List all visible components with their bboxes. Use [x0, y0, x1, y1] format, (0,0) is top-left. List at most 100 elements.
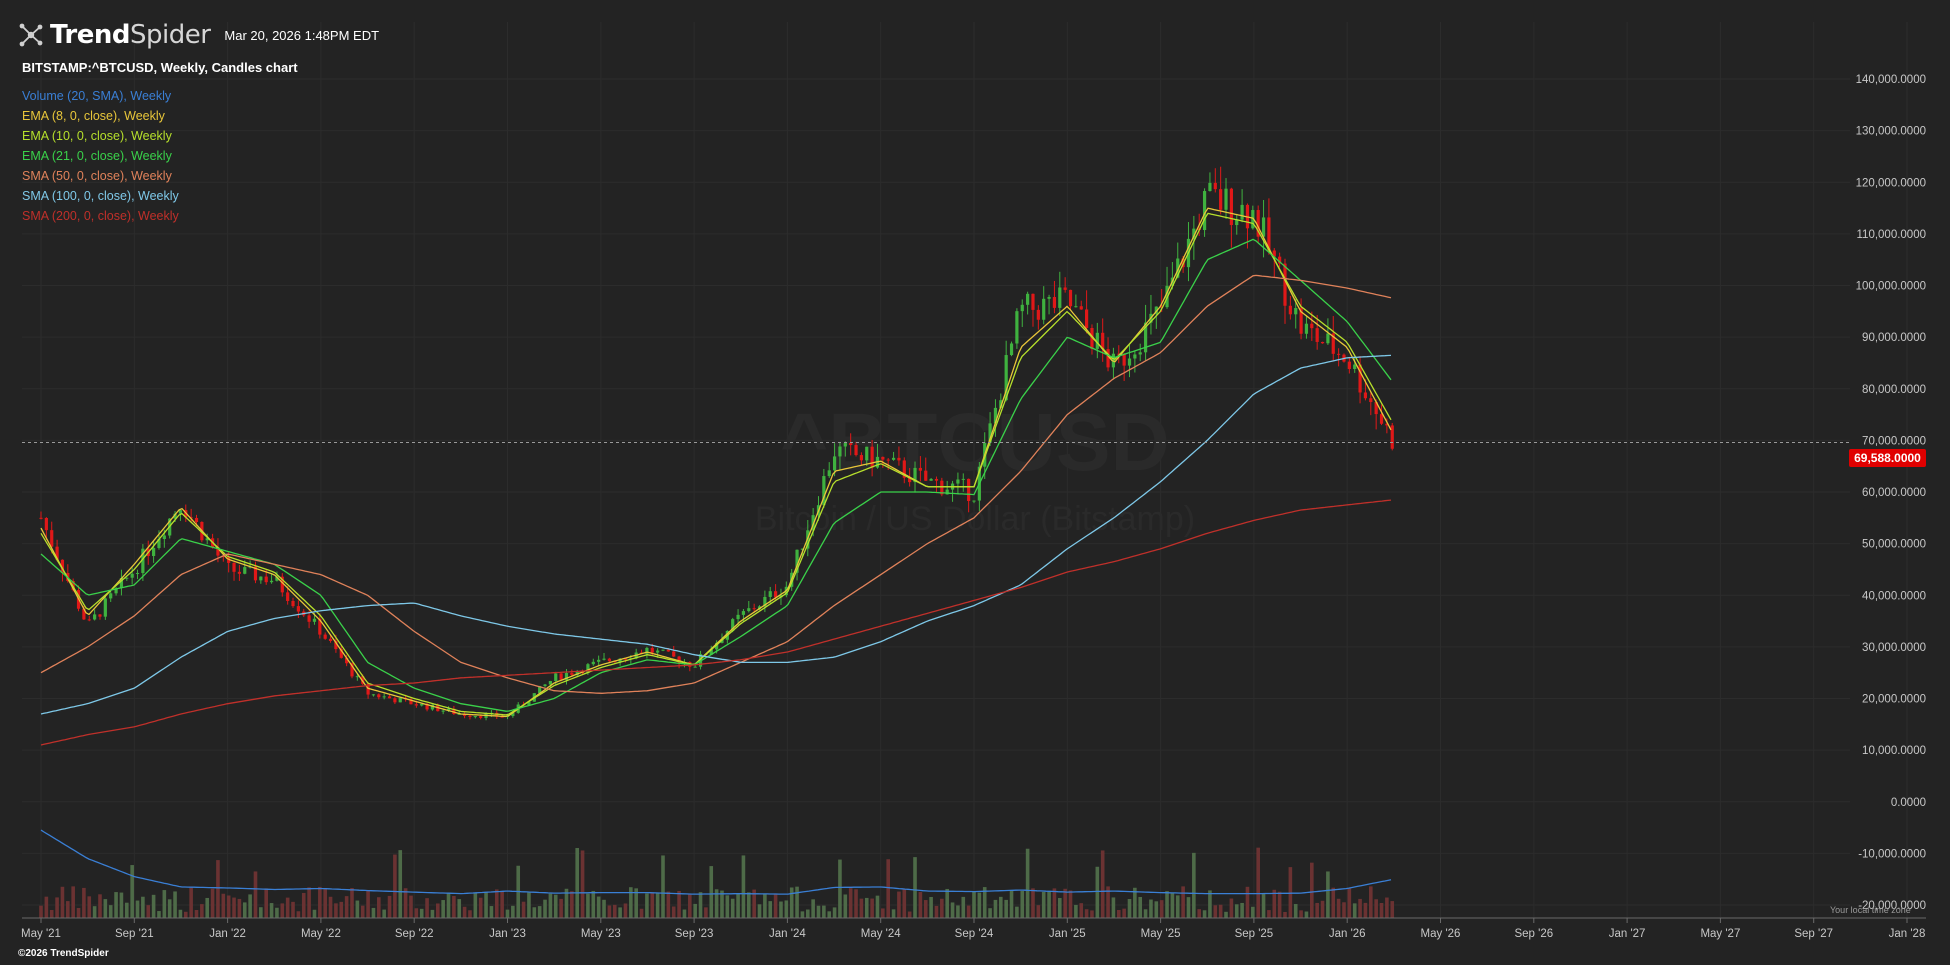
volume-bar: [982, 887, 987, 918]
volume-bar: [484, 892, 488, 918]
candle-body: [774, 591, 778, 598]
volume-bar: [1149, 899, 1153, 918]
candle-body: [334, 641, 338, 650]
volume-bar: [232, 897, 236, 918]
volume-bar: [366, 890, 370, 918]
volume-bar: [44, 896, 49, 918]
volume-bar: [108, 905, 113, 918]
volume-bar: [923, 900, 928, 918]
legend-item[interactable]: EMA (8, 0, close), Weekly: [22, 109, 165, 123]
volume-bar: [532, 907, 537, 918]
volume-bar: [1192, 852, 1196, 918]
legend-item[interactable]: SMA (200, 0, close), Weekly: [22, 209, 179, 223]
price-tick-label: -10,000.0000: [1858, 848, 1926, 860]
volume-bar: [462, 906, 467, 918]
volume-bar: [859, 898, 864, 918]
candle-body: [623, 658, 628, 660]
legend-item[interactable]: SMA (50, 0, close), Weekly: [22, 169, 172, 183]
volume-bar: [838, 859, 842, 918]
candle-body: [811, 515, 815, 531]
volume-bar: [752, 889, 756, 918]
candle-body: [548, 681, 552, 685]
candle-body: [157, 539, 161, 548]
candle-body: [82, 608, 86, 620]
candle-body: [1036, 309, 1040, 320]
candle-body: [318, 618, 322, 635]
current-price-tag: 69,588.0000: [1849, 449, 1926, 467]
volume-bar: [591, 890, 596, 918]
volume-bar: [1202, 910, 1207, 918]
legend-item[interactable]: SMA (100, 0, close), Weekly: [22, 189, 179, 203]
volume-bar: [296, 911, 301, 918]
candle-body: [650, 647, 654, 653]
candle-body: [768, 591, 772, 597]
volume-bar: [1374, 899, 1378, 918]
volume-bar: [141, 896, 145, 918]
candle-body: [205, 538, 209, 541]
volume-bar: [419, 908, 424, 918]
legend-item[interactable]: Volume (20, SMA), Weekly: [22, 89, 172, 103]
volume-bar: [1245, 886, 1250, 918]
candle-body: [1347, 361, 1351, 370]
candle-body: [1117, 353, 1121, 355]
candle-body: [747, 608, 751, 612]
candle-body: [1358, 364, 1362, 393]
candle-body: [446, 708, 451, 711]
candle-body: [940, 480, 944, 495]
candle-body: [1047, 297, 1051, 299]
candle-body: [559, 673, 563, 680]
volume-bar: [237, 898, 242, 918]
volume-bar: [173, 891, 177, 918]
candle-body: [189, 517, 193, 519]
volume-bar: [248, 894, 252, 918]
volume-bar: [71, 886, 75, 918]
volume-bar: [1004, 899, 1008, 918]
candle-body: [1315, 328, 1319, 342]
volume-bar: [999, 896, 1003, 918]
volume-bar: [291, 901, 295, 918]
candle-body: [1369, 398, 1373, 403]
candle-body: [1326, 333, 1330, 344]
volume-bar: [242, 902, 247, 918]
time-tick-label: Jan '22: [209, 928, 246, 940]
volume-bar: [387, 895, 392, 918]
brand-logo-text: TrendSpider: [50, 20, 211, 50]
volume-bar: [768, 901, 773, 918]
price-tick-label: 30,000.0000: [1862, 642, 1926, 654]
volume-bar: [1186, 897, 1191, 918]
volume-bar: [961, 896, 966, 918]
volume-bar: [945, 888, 949, 918]
volume-bar: [318, 886, 322, 918]
volume-bar: [886, 859, 891, 918]
candle-body: [1208, 182, 1212, 192]
legend-item[interactable]: EMA (21, 0, close), Weekly: [22, 149, 172, 163]
candle-body: [430, 704, 435, 710]
volume-bar: [811, 899, 815, 918]
volume-bar: [446, 892, 451, 918]
candle-body: [645, 647, 649, 654]
ma-line: [40, 829, 1392, 895]
volume-bar: [226, 895, 231, 918]
volume-bar: [489, 906, 494, 918]
volume-bar: [623, 903, 628, 918]
candle-body: [972, 500, 976, 502]
candle-body: [1251, 210, 1255, 229]
volume-bar: [848, 888, 853, 918]
candle-body: [1063, 287, 1067, 290]
candle-body: [323, 634, 327, 639]
volume-bar: [98, 894, 102, 918]
candle-body: [44, 518, 48, 531]
legend-item[interactable]: EMA (10, 0, close), Weekly: [22, 129, 172, 143]
volume-bar: [200, 904, 204, 918]
volume-bar: [1074, 904, 1078, 918]
candle-body: [93, 614, 97, 620]
volume-bar: [253, 871, 258, 918]
time-tick-label: Sep '21: [115, 928, 154, 940]
price-tick-label: 0.0000: [1891, 797, 1926, 809]
volume-bar: [511, 905, 515, 918]
candle-body: [575, 671, 579, 675]
volume-bar: [1310, 862, 1314, 918]
candle-body: [1133, 354, 1137, 359]
candle-body: [291, 600, 295, 607]
